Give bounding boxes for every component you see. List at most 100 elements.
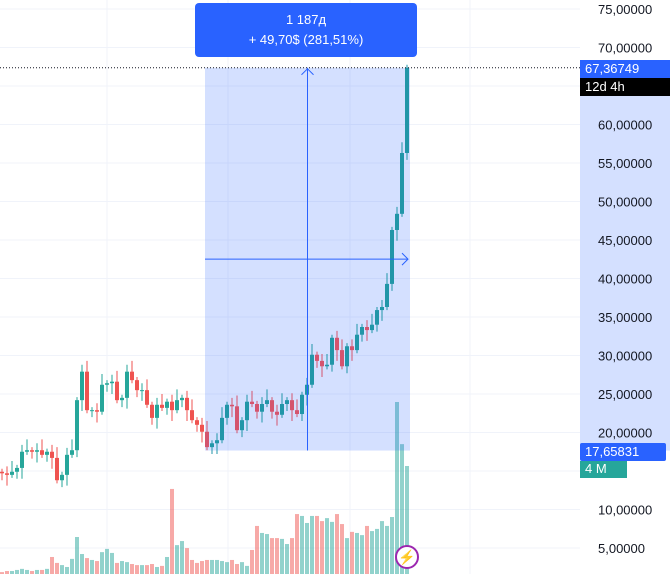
- candle-body: [20, 451, 24, 468]
- volume-bar: [50, 556, 54, 574]
- volume-bar: [330, 521, 334, 574]
- candle-body: [150, 404, 154, 418]
- candle-body: [10, 471, 14, 475]
- candle-body: [95, 410, 99, 412]
- candle-body: [315, 354, 319, 361]
- volume-bar: [150, 564, 154, 574]
- volume-bar: [245, 565, 249, 574]
- candle-body: [190, 410, 194, 421]
- volume-bar: [305, 522, 309, 574]
- candle-body: [55, 457, 59, 481]
- measure-label: 1 187д + 49,70$ (281,51%): [195, 3, 417, 57]
- last-price-tag: 67,36749: [580, 60, 670, 78]
- volume-bar: [25, 569, 29, 574]
- volume-bar: [230, 559, 234, 574]
- volume-bar: [275, 538, 279, 574]
- candle-body: [255, 404, 259, 412]
- volume-bar: [40, 569, 44, 574]
- candle-body: [80, 371, 84, 401]
- volume-bar: [395, 402, 399, 574]
- candle-body: [295, 410, 299, 415]
- candle-body: [250, 401, 254, 405]
- axis-range-highlight: [580, 67, 670, 451]
- volume-bar: [335, 514, 339, 574]
- volume-bar: [130, 564, 134, 574]
- candle-body: [175, 400, 179, 411]
- range-low-tag: 17,65831: [580, 443, 666, 461]
- candle-body: [290, 400, 294, 411]
- candle-body: [115, 381, 119, 401]
- candle-body: [280, 404, 284, 415]
- volume-bar: [190, 559, 194, 574]
- volume-bar: [235, 564, 239, 574]
- arrow-up-icon: [301, 68, 314, 76]
- volume-bar: [10, 571, 14, 574]
- candle-body: [120, 397, 124, 401]
- volume-bar: [355, 532, 359, 574]
- lightning-icon[interactable]: ⚡: [395, 545, 419, 569]
- candle-body: [130, 371, 134, 381]
- volume-bar: [100, 552, 104, 574]
- y-tick-label: 25,00000: [598, 387, 652, 402]
- volume-bar: [0, 572, 4, 574]
- candle-body: [180, 397, 184, 401]
- volume-bar: [310, 515, 314, 574]
- volume-bar: [320, 521, 324, 574]
- y-tick-label: 75,00000: [598, 2, 652, 17]
- volume-bar: [85, 558, 89, 574]
- volume-bar: [325, 518, 329, 574]
- candle-body: [300, 394, 304, 415]
- countdown-tag: 12d 4h: [580, 78, 670, 96]
- volume-bar: [65, 566, 69, 574]
- volume-bar: [20, 568, 24, 574]
- candle-body: [0, 471, 4, 474]
- candle-body: [60, 474, 64, 481]
- candle-body: [355, 334, 359, 351]
- volume-bar: [390, 517, 394, 574]
- candle-body: [30, 450, 34, 452]
- volume-bar: [155, 566, 159, 574]
- volume-bar: [160, 565, 164, 574]
- price-axis: 75,00000 70,00000 60,00000 55,00000 50,00000…: [598, 2, 652, 556]
- candle-body: [195, 420, 199, 425]
- volume-bar: [165, 556, 169, 574]
- volume-bar: [55, 562, 59, 574]
- candle-body: [25, 450, 29, 452]
- candle-body: [365, 327, 369, 331]
- volume-bar: [400, 444, 404, 574]
- volume-bar: [215, 559, 219, 574]
- volume-bar: [405, 466, 409, 574]
- volume-bar: [120, 561, 124, 574]
- volume-bar: [385, 525, 389, 574]
- candle-body: [15, 467, 19, 472]
- volume-bar: [220, 561, 224, 574]
- candle-body: [385, 283, 389, 307]
- volume-bar: [240, 562, 244, 574]
- candle-body: [105, 383, 109, 385]
- volume-bar: [270, 538, 274, 574]
- volume-tag: 4 M: [580, 461, 627, 478]
- y-tick-label: 70,00000: [598, 41, 652, 56]
- measure-arrows: [205, 67, 409, 451]
- volume-bar: [295, 514, 299, 574]
- candle-body: [90, 410, 94, 412]
- candle-body: [270, 400, 274, 412]
- volume-bar: [30, 571, 34, 574]
- volume-bar: [125, 562, 129, 574]
- volume-bar: [75, 537, 79, 574]
- candle-body: [245, 401, 249, 421]
- candle-body: [170, 401, 174, 411]
- volume-bar: [205, 559, 209, 574]
- candle-body: [70, 450, 74, 455]
- volume-bar: [375, 528, 379, 574]
- candle-body: [110, 381, 114, 384]
- volume-bar: [360, 535, 364, 574]
- volume-bar: [195, 562, 199, 574]
- arrow-right-icon: [401, 252, 409, 266]
- candle-body: [330, 337, 334, 365]
- volume-bar: [210, 559, 214, 574]
- candle-body: [335, 337, 339, 351]
- candle-body: [215, 440, 219, 444]
- candle-body: [75, 400, 79, 451]
